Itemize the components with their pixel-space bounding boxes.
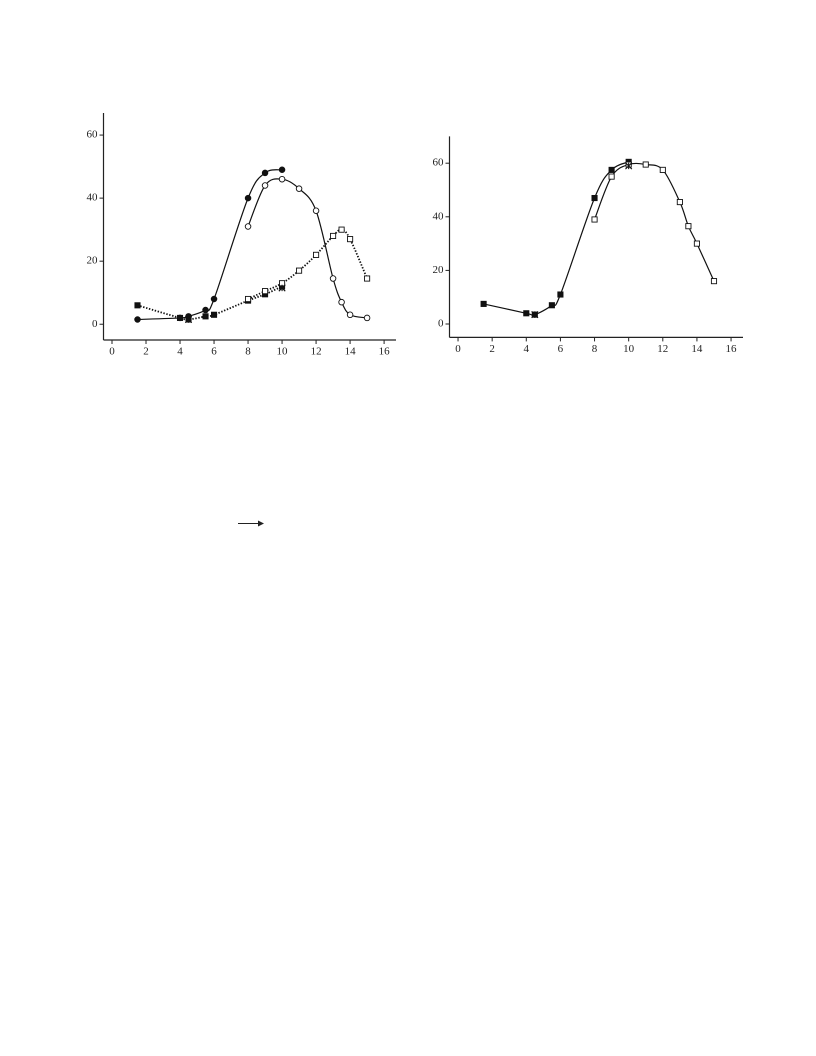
point xyxy=(278,166,286,173)
point xyxy=(685,223,692,230)
point xyxy=(480,300,487,307)
y-tick-label: 40 xyxy=(433,210,445,222)
arrow-head xyxy=(258,520,264,527)
point xyxy=(261,169,269,177)
chart: 0 2 4 6 8 10 12 14 16 0 20 40 60 xyxy=(433,136,743,355)
y-tick-label: 20 xyxy=(433,264,445,276)
point xyxy=(134,316,141,323)
point xyxy=(210,295,218,303)
x-tick-label: 2 xyxy=(143,346,149,358)
y-tick-label: 60 xyxy=(87,129,99,141)
x-tick-label: 14 xyxy=(691,343,703,355)
point xyxy=(676,199,683,206)
point xyxy=(210,311,218,318)
point xyxy=(338,226,345,233)
y-tick-label: 0 xyxy=(92,318,98,330)
point xyxy=(659,166,666,173)
point xyxy=(244,194,252,202)
y-tick-label: 20 xyxy=(87,255,99,267)
x-tick-label: 10 xyxy=(277,346,289,358)
series-line xyxy=(593,162,715,282)
point xyxy=(134,302,141,309)
point xyxy=(531,311,539,319)
x-tick-label: 14 xyxy=(345,346,357,358)
point xyxy=(261,182,269,189)
point xyxy=(278,284,286,292)
x-tick-label: 0 xyxy=(109,346,115,358)
y-tick-label: 0 xyxy=(438,318,444,330)
x-tick-label: 6 xyxy=(558,343,564,355)
x-tick-label: 2 xyxy=(489,343,495,355)
point xyxy=(346,311,354,319)
series-line xyxy=(137,169,283,321)
x-tick-label: 12 xyxy=(657,343,668,355)
x-tick-label: 4 xyxy=(524,343,530,355)
point xyxy=(364,275,371,282)
point xyxy=(625,162,633,170)
point xyxy=(296,267,303,274)
point xyxy=(262,288,269,295)
point xyxy=(608,173,615,180)
point xyxy=(244,295,252,303)
x-tick-label: 16 xyxy=(726,343,738,355)
point xyxy=(591,216,598,223)
point xyxy=(330,232,337,240)
point xyxy=(313,251,320,258)
point xyxy=(642,161,649,168)
point xyxy=(184,315,193,324)
point xyxy=(202,306,209,314)
point xyxy=(548,302,555,309)
x-tick-label: 12 xyxy=(311,346,322,358)
point xyxy=(523,310,530,317)
point xyxy=(710,278,718,285)
series-line xyxy=(137,285,283,321)
chart: 0 2 4 6 8 10 12 14 16 0 20 40 60 xyxy=(87,113,396,358)
point xyxy=(202,313,209,320)
point xyxy=(312,207,320,214)
x-tick-label: 16 xyxy=(379,346,391,358)
point xyxy=(295,185,303,192)
y-tick-label: 40 xyxy=(87,192,99,204)
x-tick-label: 6 xyxy=(211,346,217,358)
point xyxy=(608,166,615,173)
x-tick-label: 0 xyxy=(455,343,461,355)
point xyxy=(338,298,345,306)
point xyxy=(176,314,184,321)
point xyxy=(329,275,337,282)
point xyxy=(347,236,354,243)
point xyxy=(363,314,371,322)
y-tick-label: 60 xyxy=(433,157,445,169)
x-tick-label: 4 xyxy=(177,346,183,358)
point xyxy=(693,240,700,247)
x-tick-label: 8 xyxy=(245,346,251,358)
x-tick-label: 8 xyxy=(592,343,598,355)
point xyxy=(278,175,286,183)
point xyxy=(244,223,252,230)
arrow xyxy=(238,520,264,527)
point xyxy=(557,291,564,298)
point xyxy=(591,194,598,202)
x-tick-label: 10 xyxy=(623,343,635,355)
